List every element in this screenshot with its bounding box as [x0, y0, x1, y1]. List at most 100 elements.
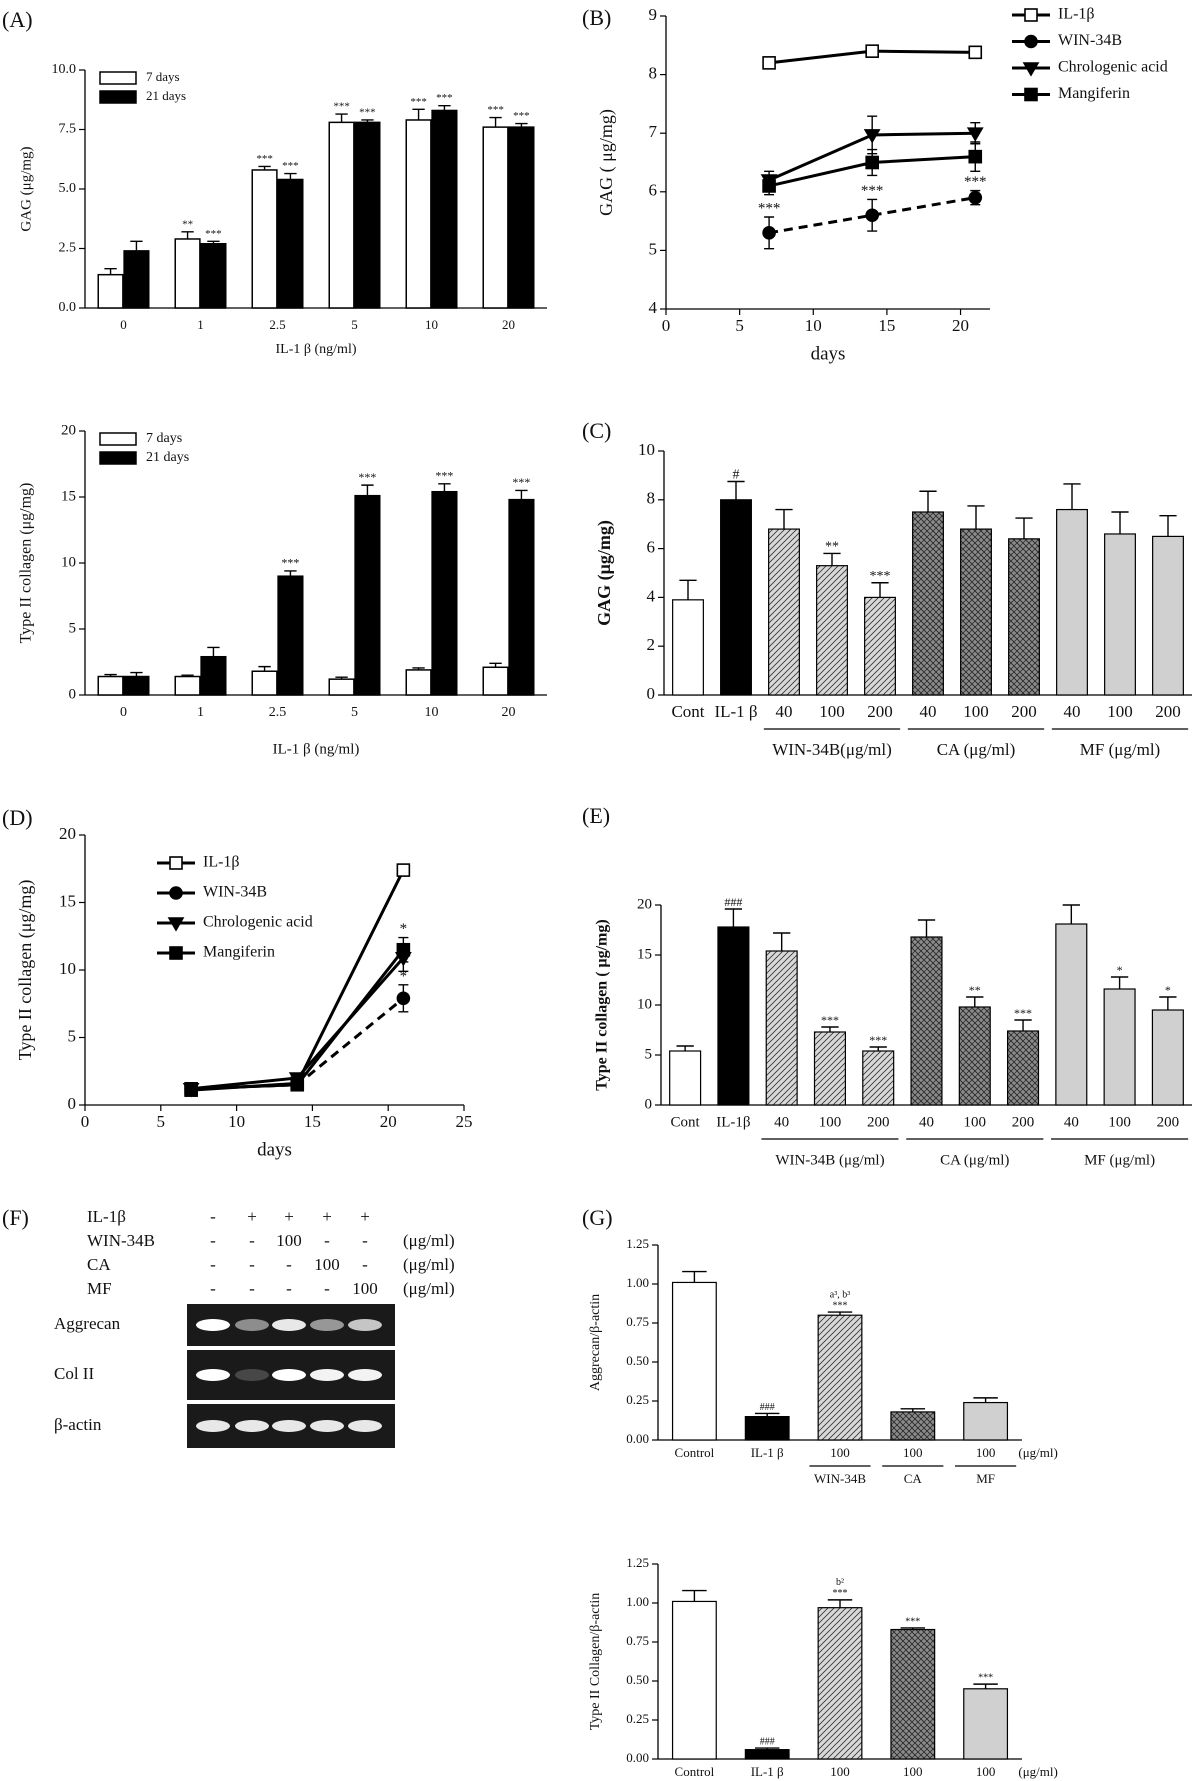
y-tick-label: 0.00	[626, 1750, 649, 1765]
significance-label: ***	[513, 110, 530, 122]
error-bar	[679, 579, 697, 600]
significance-label: *	[400, 921, 408, 937]
bar	[405, 669, 432, 696]
legend-swatch	[99, 71, 137, 85]
gel-band	[310, 1319, 344, 1331]
significance-label: ###	[760, 1736, 775, 1747]
bar	[963, 1401, 1009, 1441]
error-bar	[917, 919, 936, 937]
marker	[396, 991, 411, 1006]
y-axis-label: Type II collagen ( μg/mg)	[594, 919, 611, 1090]
y-tick-label: 10	[637, 996, 652, 1012]
panel-label: (E)	[582, 803, 610, 828]
gel-band	[235, 1319, 269, 1331]
significance-label: ***	[435, 469, 453, 483]
y-tick-label: 1.25	[626, 1236, 649, 1251]
x-tick-label: 1	[197, 705, 204, 720]
gel-band	[272, 1369, 306, 1381]
significance-label: ###	[760, 1402, 775, 1413]
condition-mark: +	[360, 1207, 370, 1226]
error-bar	[335, 113, 348, 123]
error-bar	[284, 172, 297, 180]
bar	[1055, 923, 1088, 1106]
error-bar	[489, 116, 502, 128]
condition-name: MF	[87, 1279, 112, 1298]
gel-band	[348, 1319, 382, 1331]
legend-label: 7 days	[146, 431, 182, 446]
bar	[251, 670, 278, 696]
error-bar	[727, 480, 745, 500]
x-tick-label: 20	[952, 316, 969, 335]
x-tick-label: 40	[1064, 1114, 1079, 1130]
bar	[717, 926, 750, 1106]
x-tick-label: 100	[819, 702, 845, 721]
condition-mark: -	[362, 1255, 368, 1274]
x-tick-label: 100	[819, 1114, 842, 1130]
bar	[720, 499, 752, 696]
error-bar	[181, 674, 194, 677]
bar	[817, 1607, 863, 1760]
y-tick-label: 0	[645, 1096, 653, 1112]
group-label: WIN-34B	[814, 1471, 866, 1486]
bar	[958, 1006, 991, 1106]
condition-mark: -	[362, 1231, 368, 1250]
x-tick-label: 10	[805, 316, 822, 335]
legend-label: WIN-34B	[1058, 32, 1122, 49]
y-tick-label: 6	[647, 538, 656, 557]
condition-mark: -	[249, 1255, 255, 1274]
band-label: Col II	[54, 1364, 94, 1383]
x-tick-label: 100	[963, 702, 989, 721]
gel-band	[348, 1369, 382, 1381]
group-label: WIN-34B (μg/ml)	[775, 1152, 884, 1168]
bar	[744, 1749, 790, 1760]
legend-label: IL-1β	[203, 854, 240, 871]
significance-label: ***	[436, 92, 453, 104]
y-tick-label: 0	[647, 684, 656, 703]
x-tick-label: 0	[81, 1112, 90, 1131]
error-bar	[676, 1045, 694, 1051]
significance-label: #	[733, 468, 740, 483]
bar	[482, 666, 509, 696]
marker	[968, 190, 983, 205]
x-tick-label: 200	[1155, 702, 1181, 721]
marker	[169, 946, 183, 960]
condition-unit: (μg/ml)	[403, 1255, 455, 1274]
y-tick-label: 10	[638, 440, 655, 459]
error-bar	[104, 673, 117, 677]
x-tick-label: 100	[830, 1764, 850, 1779]
significance-label: ***	[282, 160, 299, 172]
legend-label: Mangiferin	[1058, 85, 1130, 102]
significance-label: **	[825, 540, 839, 555]
y-tick-label: 1.25	[626, 1555, 649, 1570]
significance-label: ###	[724, 895, 742, 909]
bar	[1056, 508, 1088, 696]
error-bar	[900, 1408, 926, 1412]
condition-name: CA	[87, 1255, 111, 1274]
y-tick-label: 10.0	[52, 62, 77, 77]
bar	[431, 490, 458, 696]
bar	[277, 575, 304, 696]
bar	[328, 678, 355, 696]
error-bar	[258, 165, 271, 170]
y-tick-label: 5	[68, 1026, 77, 1045]
bar	[1103, 988, 1136, 1106]
significance-label: ***	[512, 475, 530, 489]
condition-mark: -	[286, 1279, 292, 1298]
y-tick-label: 20	[637, 896, 652, 912]
x-tick-label: 20	[502, 317, 515, 332]
y-tick-label: 0.25	[626, 1392, 649, 1407]
significance-label: ***	[333, 101, 350, 113]
legend-label: 21 days	[146, 88, 186, 103]
y-tick-label: 20	[59, 824, 76, 843]
bar	[1008, 538, 1040, 696]
bar	[671, 1600, 717, 1760]
bar	[200, 655, 227, 696]
y-tick-label: 5	[69, 620, 77, 636]
y-tick-label: 0.50	[626, 1672, 649, 1687]
x-tick-label: 40	[774, 1114, 789, 1130]
bar	[671, 1281, 717, 1441]
condition-mark: -	[210, 1279, 216, 1298]
x-tick-label: 0	[120, 317, 127, 332]
x-tick-label: 100	[976, 1445, 996, 1460]
